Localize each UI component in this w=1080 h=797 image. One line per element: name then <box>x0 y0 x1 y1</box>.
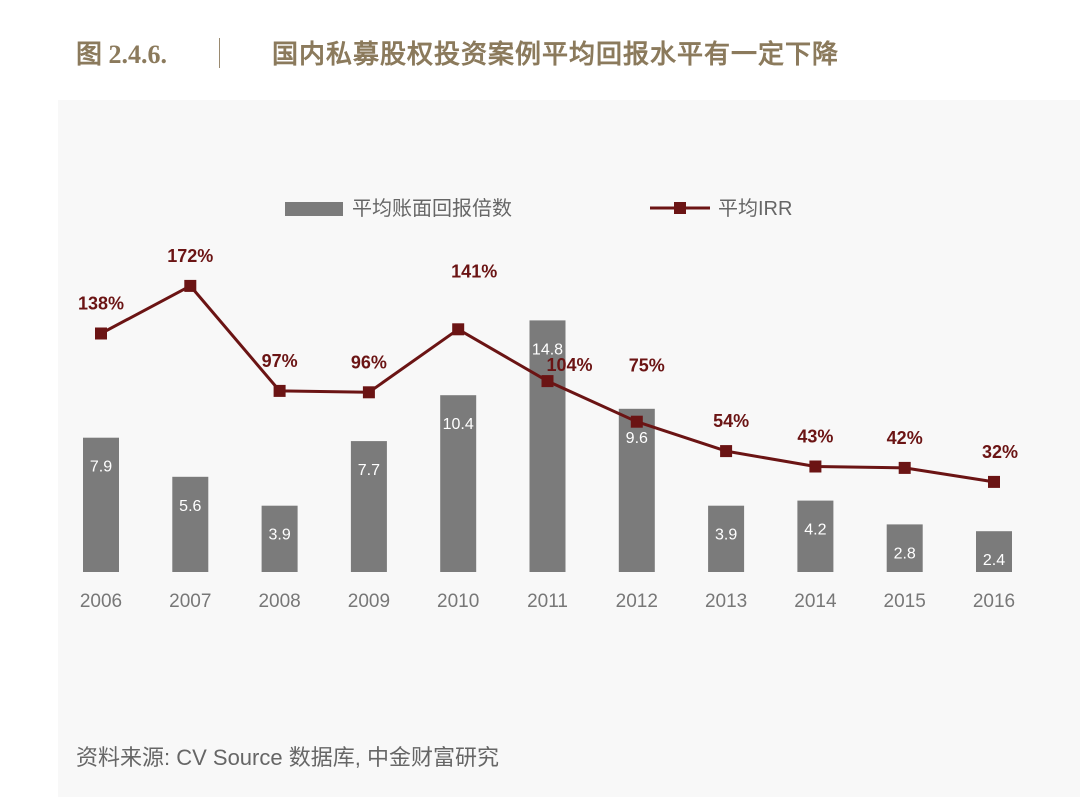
bar-data-label: 4.2 <box>804 522 826 539</box>
bar <box>797 500 834 572</box>
legend-line-label: 平均IRR <box>718 197 792 220</box>
bar <box>529 320 566 572</box>
x-tick-label: 2016 <box>973 591 1015 612</box>
x-tick-label: 2011 <box>527 591 568 612</box>
bar <box>886 524 923 572</box>
bar-data-label: 3.9 <box>268 527 290 544</box>
x-tick-label: 2008 <box>258 591 300 612</box>
title-separator <box>219 38 220 68</box>
bar <box>83 437 119 572</box>
x-tick-label: 2013 <box>705 591 747 612</box>
legend-bar-swatch <box>285 202 343 216</box>
x-tick-label: 2012 <box>616 591 658 612</box>
bar-data-label: 2.4 <box>983 552 1005 569</box>
chart: 平均账面回报倍数 平均IRR 7.9 5.6 3.9 7.7 10.4 14.8 9.6 3.9 4… <box>78 197 1018 612</box>
bar <box>618 408 655 572</box>
x-tick-label: 2015 <box>884 591 926 612</box>
bar <box>350 441 387 572</box>
irr-point <box>362 386 375 399</box>
legend-line-marker <box>674 202 686 214</box>
bar <box>261 505 298 572</box>
x-tick-label: 2014 <box>794 591 837 612</box>
bar <box>976 531 1012 572</box>
bar-data-label: 7.9 <box>90 459 112 476</box>
source-note: 资料来源: CV Source 数据库, 中金财富研究 <box>76 745 499 770</box>
irr-data-label: 172% <box>167 246 213 266</box>
irr-data-label: 42% <box>887 428 923 448</box>
irr-data-label: 32% <box>982 442 1018 462</box>
x-tick-label: 2007 <box>169 591 211 612</box>
bar <box>440 395 477 572</box>
figure-title: 国内私募股权投资案例平均回报水平有一定下降 <box>272 40 840 69</box>
bar <box>172 476 209 572</box>
irr-point <box>988 475 1000 488</box>
irr-point <box>898 461 911 474</box>
figure-header: 图 2.4.6. 国内私募股权投资案例平均回报水平有一定下降 <box>0 0 1080 100</box>
irr-data-label: 141% <box>451 261 497 281</box>
bar-data-label: 7.7 <box>358 462 380 479</box>
irr-point <box>273 384 286 397</box>
irr-data-label: 54% <box>713 411 749 431</box>
irr-point <box>809 460 822 473</box>
irr-point <box>452 323 465 336</box>
chart-panel: 平均账面回报倍数 平均IRR 7.9 5.6 3.9 7.7 10.4 14.8 9.6 3.9 4… <box>58 100 1080 797</box>
bar-data-label: 9.6 <box>626 430 648 447</box>
bar-data-label: 2.8 <box>894 545 916 562</box>
irr-data-label: 75% <box>629 356 665 376</box>
legend-bar-label: 平均账面回报倍数 <box>352 197 512 220</box>
x-tick-label: 2006 <box>80 591 122 612</box>
irr-data-label: 43% <box>797 427 833 447</box>
irr-point <box>184 279 197 292</box>
irr-point <box>541 375 554 388</box>
irr-data-label: 97% <box>262 351 298 371</box>
bar <box>708 505 745 572</box>
irr-point <box>95 327 107 340</box>
x-tick-label: 2010 <box>437 591 479 612</box>
irr-data-label: 138% <box>78 294 124 314</box>
irr-point <box>630 415 643 428</box>
figure-number: 图 2.4.6. <box>76 40 168 69</box>
bar-data-label: 3.9 <box>715 527 737 544</box>
bar-data-label: 5.6 <box>179 498 201 515</box>
irr-data-label: 104% <box>546 355 592 375</box>
bar-data-label: 14.8 <box>532 341 563 358</box>
irr-data-label: 96% <box>351 352 387 372</box>
bar-data-label: 10.4 <box>443 416 474 433</box>
irr-point <box>720 445 733 458</box>
x-tick-label: 2009 <box>348 591 390 612</box>
